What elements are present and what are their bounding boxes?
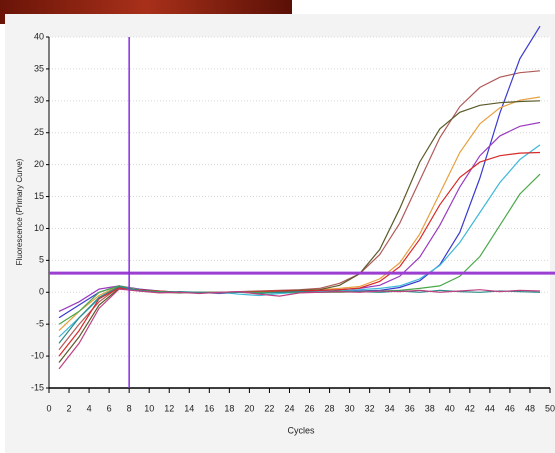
x-tick-label: 12	[164, 403, 174, 413]
x-tick-label: 38	[425, 403, 435, 413]
x-tick-label: 24	[284, 403, 294, 413]
y-tick-label: 25	[34, 127, 44, 137]
x-tick-label: 14	[184, 403, 194, 413]
x-tick-label: 48	[525, 403, 535, 413]
x-tick-label: 4	[87, 403, 92, 413]
y-axis-label: Fluorescence (Primary Curve)	[15, 158, 24, 265]
y-tick-label: 10	[34, 223, 44, 233]
x-tick-label: 32	[365, 403, 375, 413]
x-tick-label: 16	[204, 403, 214, 413]
plot-area	[49, 37, 550, 388]
x-tick-label: 26	[305, 403, 315, 413]
x-tick-label: 0	[46, 403, 51, 413]
x-tick-label: 34	[385, 403, 395, 413]
x-tick-label: 6	[107, 403, 112, 413]
x-tick-label: 30	[345, 403, 355, 413]
x-tick-label: 2	[67, 403, 72, 413]
x-tick-label: 10	[144, 403, 154, 413]
x-tick-label: 28	[325, 403, 335, 413]
y-tick-label: 5	[39, 255, 44, 265]
x-tick-label: 50	[545, 403, 555, 413]
y-tick-label: 20	[34, 159, 44, 169]
y-tick-label: 40	[34, 31, 44, 41]
y-tick-label: -5	[36, 319, 44, 329]
x-tick-label: 8	[127, 403, 132, 413]
y-tick-label: 35	[34, 63, 44, 73]
x-tick-label: 22	[264, 403, 274, 413]
y-tick-label: 0	[39, 287, 44, 297]
x-tick-label: 44	[485, 403, 495, 413]
chart: Fluorescence (Primary Curve) Cycles -15 -…	[0, 0, 555, 453]
y-tick-label: 15	[34, 191, 44, 201]
x-tick-label: 20	[244, 403, 254, 413]
x-tick-label: 36	[405, 403, 415, 413]
x-tick-label: 40	[445, 403, 455, 413]
x-tick-label: 18	[224, 403, 234, 413]
x-tick-label: 46	[505, 403, 515, 413]
x-axis-label: Cycles	[287, 425, 315, 435]
page: Fluorescence (Primary Curve) Cycles -15 -…	[0, 0, 555, 453]
y-tick-label: -15	[31, 382, 44, 392]
y-tick-label: -10	[31, 350, 44, 360]
y-tick-label: 30	[34, 95, 44, 105]
x-tick-label: 42	[465, 403, 475, 413]
